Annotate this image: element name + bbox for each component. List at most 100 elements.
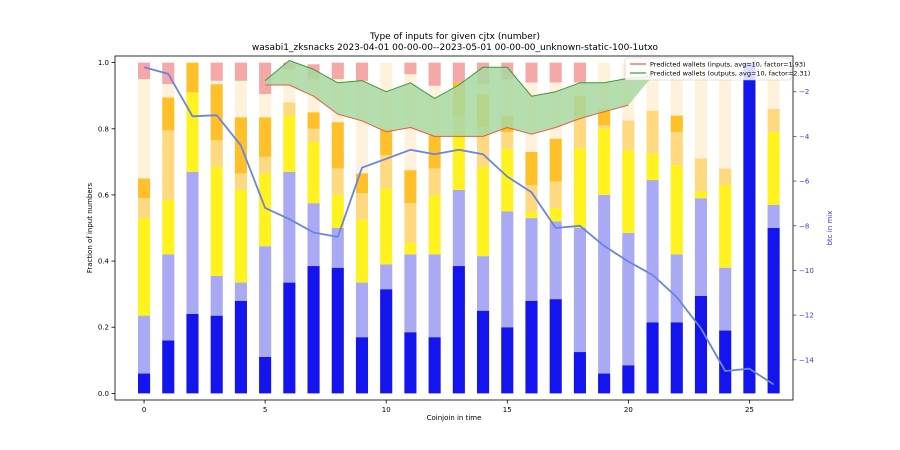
bar-1-segment-1 [162, 254, 175, 341]
bar-15-segment-3 [501, 132, 514, 149]
bar-17-segment-2 [549, 208, 562, 222]
x-tick-label-5: 5 [263, 406, 267, 414]
bar-2-segment-0 [186, 314, 199, 394]
bar-19-segment-2 [598, 128, 611, 195]
bar-22-segment-4 [670, 115, 683, 133]
bar-16-segment-1 [525, 218, 538, 301]
bar-2-segment-4 [186, 62, 199, 93]
wallets-band [265, 60, 653, 137]
bar-3-segment-6 [210, 62, 223, 81]
bar-26-segment-3 [767, 108, 780, 133]
bar-12-segment-1 [428, 254, 441, 338]
bar-5-segment-2 [259, 173, 272, 247]
bar-0-segment-6 [138, 62, 151, 80]
bar-18-segment-3 [573, 115, 586, 149]
bar-15-segment-1 [501, 211, 514, 328]
bar-5-segment-6 [259, 62, 272, 95]
bar-6-segment-3 [283, 102, 296, 116]
bar-11-segment-0 [404, 332, 417, 394]
bar-4-segment-0 [234, 300, 247, 394]
bar-2-segment-1 [186, 171, 199, 314]
bar-16-segment-2 [525, 211, 538, 219]
bar-17-segment-1 [549, 221, 562, 300]
bar-7-segment-2 [307, 142, 320, 204]
bar-20-segment-1 [622, 232, 635, 366]
x-axis-ticks: 0 5 10 15 20 25 [142, 400, 754, 414]
bar-24-segment-1 [719, 267, 732, 331]
bar-6-segment-0 [283, 282, 296, 394]
bar-23-segment-3 [694, 158, 708, 192]
bar-0-segment-3 [138, 198, 151, 219]
chart-subtitle: wasabi1_zksnacks 2023-04-01 00-00-00--20… [252, 43, 659, 53]
x-tick-label-0: 0 [142, 406, 146, 414]
bar-17-segment-3 [549, 181, 562, 209]
bar-0-segment-5 [138, 79, 151, 179]
bar-5-segment-0 [259, 357, 272, 394]
bar-11-segment-4 [404, 170, 417, 204]
bar-12-segment-3 [428, 168, 441, 195]
series-lines [143, 60, 775, 386]
x-tick-label-25: 25 [745, 406, 754, 414]
x-tick-label-15: 15 [503, 406, 512, 414]
bar-9-segment-0 [355, 337, 369, 394]
bar-8-segment-6 [331, 62, 344, 80]
bar-0-segment-2 [138, 218, 151, 316]
bar-22-segment-0 [670, 322, 683, 394]
bar-8-segment-0 [331, 267, 344, 394]
bar-11-segment-6 [404, 62, 417, 75]
bar-10-segment-4 [380, 128, 393, 156]
bar-18-segment-1 [573, 228, 586, 353]
bar-11-segment-1 [404, 254, 417, 333]
y-tick-label-1: 1.0 [98, 59, 109, 67]
bar-4-segment-5 [234, 80, 247, 118]
bar-21-segment-2 [646, 153, 659, 181]
bar-3-segment-0 [210, 315, 223, 394]
bar-16-segment-0 [525, 300, 538, 394]
bar-7-segment-0 [307, 266, 320, 394]
bar-8-segment-3 [331, 168, 344, 195]
bar-11-segment-2 [404, 242, 417, 255]
bar-7-segment-4 [307, 112, 320, 129]
bar-4-segment-3 [234, 173, 247, 190]
bar-8-segment-4 [331, 122, 344, 169]
bar-22-segment-3 [670, 132, 683, 166]
bar-17-segment-6 [549, 62, 562, 83]
y-tick-label-0.8: 0.8 [98, 125, 109, 133]
bar-4-segment-1 [234, 282, 247, 301]
bar-9-segment-6 [355, 62, 369, 81]
x-tick-label-20: 20 [624, 406, 633, 414]
bar-26-segment-2 [767, 132, 780, 205]
bar-21-segment-0 [646, 322, 659, 394]
bar-1-segment-3 [162, 130, 175, 200]
bar-7-segment-1 [307, 203, 320, 267]
bar-14-segment-1 [477, 256, 490, 311]
bar-8-segment-1 [331, 228, 344, 268]
right-tick-label--2: −2 [799, 88, 809, 96]
bar-10-segment-1 [380, 264, 393, 290]
right-axis-ticks: −2 −4 −6 −8 −10 −12 −14 [793, 88, 814, 364]
bar-26-segment-0 [767, 228, 780, 394]
bar-2-segment-2 [186, 92, 199, 172]
bar-22-segment-2 [670, 165, 683, 255]
bar-18-segment-2 [573, 148, 586, 228]
y-tick-label-0.4: 0.4 [98, 258, 110, 266]
y-axis-ticks: 0.0 0.2 0.4 0.6 0.8 1.0 [98, 59, 115, 398]
legend: Predicted wallets (inputs, avg=10, facto… [624, 57, 810, 81]
bar-6-segment-1 [283, 171, 296, 283]
bar-13-segment-6 [452, 62, 465, 83]
right-axis-label: btc in mix [826, 211, 834, 246]
x-axis-label: Coinjoin in time [427, 414, 482, 422]
y-tick-label-0.2: 0.2 [98, 324, 109, 332]
bar-3-segment-2 [210, 166, 223, 276]
bar-10-segment-2 [380, 188, 393, 265]
bar-13-segment-1 [452, 189, 465, 267]
right-tick-label--6: −6 [799, 178, 810, 186]
bar-4-segment-2 [234, 189, 247, 283]
bar-18-segment-0 [573, 352, 586, 394]
bar-20-segment-2 [622, 150, 635, 233]
bar-23-segment-2 [694, 191, 708, 199]
y-tick-label-0: 0.0 [98, 390, 109, 398]
bar-26-segment-1 [767, 204, 780, 228]
bar-7-segment-3 [307, 128, 320, 142]
